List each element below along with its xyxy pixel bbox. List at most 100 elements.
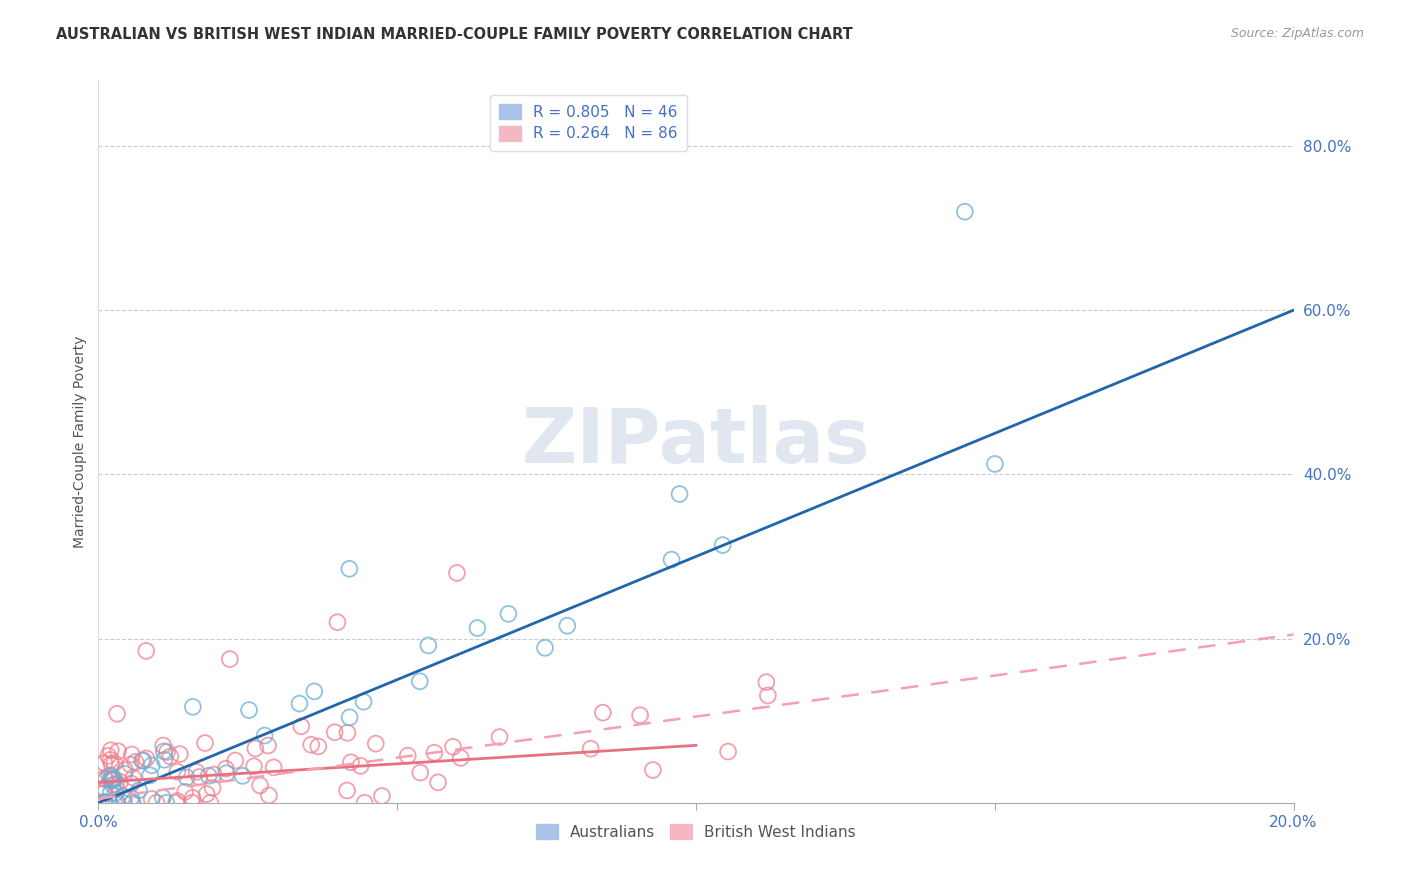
Point	[100, 772, 122, 787]
Point	[169, 747, 191, 761]
Point	[409, 765, 432, 780]
Point	[121, 796, 143, 810]
Point	[93, 780, 115, 795]
Point	[755, 675, 778, 690]
Point	[668, 487, 690, 501]
Point	[93, 796, 115, 810]
Point	[257, 789, 280, 803]
Point	[103, 756, 125, 770]
Point	[353, 695, 375, 709]
Point	[339, 562, 361, 576]
Point	[93, 772, 115, 786]
Point	[107, 744, 129, 758]
Point	[124, 755, 146, 769]
Point	[132, 753, 155, 767]
Point	[339, 710, 361, 724]
Point	[101, 778, 124, 792]
Point	[152, 739, 174, 753]
Point	[717, 745, 740, 759]
Point	[103, 796, 125, 810]
Point	[243, 759, 266, 773]
Point	[215, 762, 238, 776]
Point	[409, 674, 432, 689]
Point	[953, 204, 976, 219]
Point	[197, 769, 219, 783]
Point	[100, 769, 122, 783]
Point	[98, 769, 121, 783]
Point	[103, 772, 125, 786]
Point	[446, 566, 468, 580]
Point	[93, 756, 115, 770]
Point	[450, 751, 472, 765]
Point	[97, 748, 120, 763]
Point	[423, 746, 446, 760]
Point	[101, 772, 124, 786]
Point	[104, 786, 127, 800]
Point	[249, 779, 271, 793]
Point	[224, 754, 246, 768]
Point	[165, 796, 187, 810]
Point	[290, 719, 312, 733]
Point	[467, 621, 489, 635]
Point	[215, 766, 238, 780]
Point	[188, 770, 211, 784]
Point	[155, 796, 177, 810]
Point	[112, 789, 135, 804]
Point	[592, 706, 614, 720]
Point	[93, 786, 115, 800]
Point	[121, 747, 143, 762]
Point	[100, 773, 122, 788]
Point	[141, 792, 163, 806]
Point	[135, 644, 157, 658]
Point	[100, 743, 122, 757]
Point	[263, 760, 285, 774]
Point	[120, 777, 142, 791]
Point	[104, 777, 127, 791]
Point	[100, 756, 122, 771]
Point	[340, 756, 363, 770]
Point	[299, 738, 322, 752]
Point	[122, 771, 145, 785]
Point	[427, 775, 450, 789]
Point	[101, 773, 124, 788]
Point	[304, 684, 326, 698]
Point	[181, 796, 204, 810]
Point	[232, 769, 254, 783]
Point	[418, 639, 440, 653]
Point	[186, 764, 208, 779]
Point	[336, 783, 359, 797]
Point	[120, 790, 142, 805]
Point	[105, 796, 128, 810]
Point	[195, 787, 218, 801]
Point	[288, 697, 311, 711]
Text: Source: ZipAtlas.com: Source: ZipAtlas.com	[1230, 27, 1364, 40]
Point	[641, 763, 664, 777]
Point	[326, 615, 349, 630]
Point	[238, 703, 260, 717]
Point	[166, 764, 188, 779]
Point	[396, 748, 419, 763]
Point	[100, 753, 122, 767]
Point	[336, 726, 359, 740]
Point	[579, 741, 602, 756]
Y-axis label: Married-Couple Family Poverty: Married-Couple Family Poverty	[73, 335, 87, 548]
Point	[152, 790, 174, 805]
Point	[202, 767, 225, 781]
Point	[488, 730, 510, 744]
Point	[135, 751, 157, 765]
Point	[181, 790, 204, 805]
Point	[120, 757, 142, 772]
Point	[93, 795, 115, 809]
Point	[174, 785, 197, 799]
Point	[156, 745, 179, 759]
Point	[153, 753, 176, 767]
Point	[371, 789, 394, 803]
Point	[176, 771, 198, 785]
Point	[112, 796, 135, 810]
Point	[349, 759, 371, 773]
Point	[661, 552, 683, 566]
Point	[153, 744, 176, 758]
Point	[253, 729, 276, 743]
Point	[145, 796, 167, 810]
Point	[105, 706, 128, 721]
